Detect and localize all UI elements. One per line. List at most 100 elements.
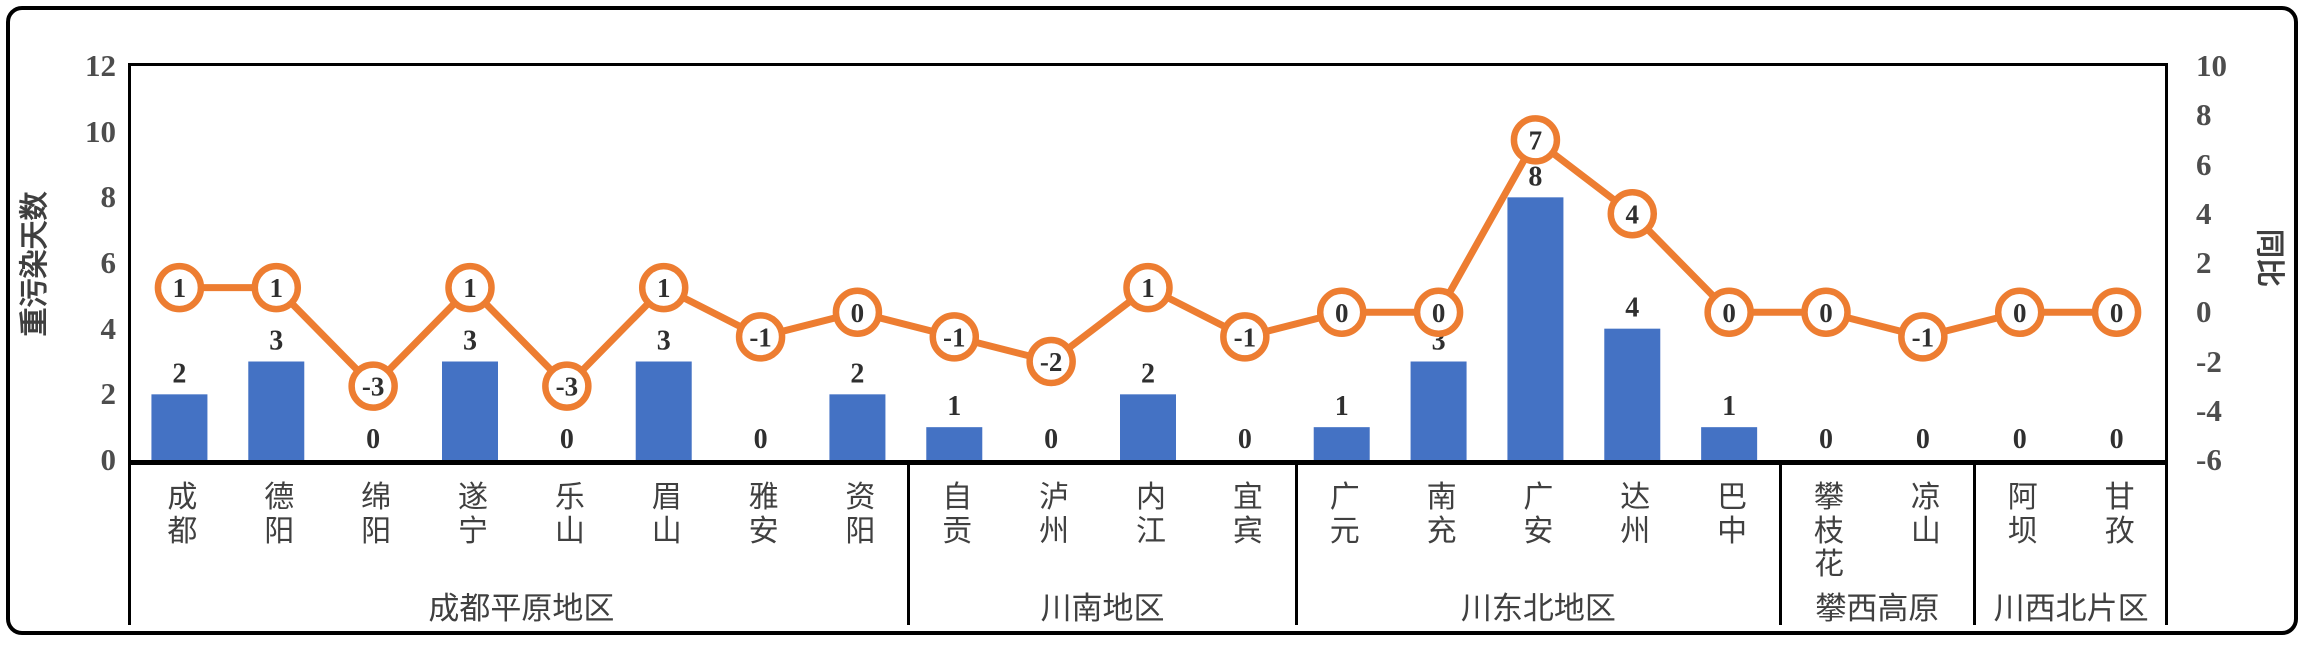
x-tick-label: 遂 宁 [458,481,488,548]
bar-value-label: 2 [1141,358,1155,389]
line-point-marker [2091,287,2142,337]
line-point-marker [1123,262,1173,313]
line-point-marker [445,262,495,313]
line-point-marker [1510,115,1561,165]
bar-value-label: 0 [1819,424,1833,455]
bar [829,394,886,460]
bar-value-label: 0 [1044,424,1058,455]
line-point-value-label: 0 [1819,298,1833,328]
bar-value-label: 0 [2110,424,2124,455]
x-tick-label: 攀 枝 花 [1814,481,1844,582]
x-tick-label: 广 安 [1523,481,1554,548]
line-point-value-label: 1 [1141,273,1155,303]
bar-value-label: 1 [947,391,961,422]
line-point-marker [1413,287,1464,337]
line-point-marker [348,361,398,411]
bar-value-label: 0 [2013,424,2027,455]
bar-value-label: 0 [754,424,768,455]
x-tick-label: 巴 中 [1717,481,1748,548]
x-tick-label: 乐 山 [554,481,585,548]
line-point-marker [154,262,205,313]
x-tick-label: 自 贡 [942,481,973,548]
bar [151,394,208,460]
category-axis-band: 成 都德 阳绵 阳遂 宁乐 山眉 山雅 安资 阳自 贡泸 州内 江宜 宾广 元南… [128,465,2168,626]
x-tick-label: 雅 安 [748,481,779,548]
x-tick-label: 甘 孜 [2104,481,2135,548]
region-divider [1294,465,1298,625]
line-point-value-label: 0 [2013,298,2027,328]
bar-value-label: 0 [366,424,380,455]
secondary-y-axis-tick-label: 2 [2196,245,2212,280]
bar-value-label: 3 [463,326,477,357]
line-point-value-label: 0 [2110,298,2124,328]
line-point-marker [929,312,980,362]
bar [1120,394,1176,460]
y-axis-tick-label: 8 [100,179,117,215]
secondary-y-axis-tick-label: 10 [2196,48,2227,83]
line-point-value-label: -3 [362,372,385,402]
region-group-label: 川南地区 [1040,591,1165,626]
bar [1701,427,1758,460]
secondary-y-axis-tick-label: 0 [2196,294,2212,330]
region-group-label: 成都平原地区 [428,591,615,626]
bar-value-label: 1 [1722,391,1736,422]
secondary-y-axis-tick-label: 8 [2196,97,2212,133]
x-tick-label: 达 州 [1620,481,1651,548]
bar [1410,361,1467,460]
y-axis-tick-label: 4 [100,310,117,346]
x-tick-label: 凉 山 [1910,481,1941,548]
line-point-value-label: -1 [1912,322,1935,352]
y-axis-tick-label: 12 [85,48,116,83]
line-point-marker [832,287,883,337]
line-point-value-label: -1 [749,322,772,352]
chart-outer-border [6,6,2298,635]
x-tick-label: 德 阳 [264,481,295,548]
line-point-value-label: 7 [1529,125,1543,155]
x-tick-label: 内 江 [1136,481,1166,548]
line-point-value-label: -1 [1234,322,1257,352]
line-point-marker [1704,287,1754,337]
line-point-marker [1220,312,1270,362]
line-point-value-label: 0 [1432,298,1446,328]
bar [1507,197,1564,460]
line-point-value-label: 1 [463,273,477,303]
bar-value-label: 8 [1528,161,1542,192]
bar [926,427,983,460]
line-point-value-label: -1 [943,322,966,352]
bar-value-label: 2 [172,358,186,389]
line-point-value-label: -2 [1040,347,1063,377]
bar-value-label: 3 [269,326,283,357]
line-point-marker [542,361,592,411]
bar [635,361,692,460]
bar-value-label: 0 [560,424,574,455]
region-group-label: 攀西高原 [1815,591,1940,626]
line-point-value-label: 1 [270,273,284,303]
line-point-marker [638,262,689,313]
line-point-marker [1316,287,1367,337]
secondary-y-axis-tick-label: 4 [2196,195,2212,231]
x-tick-label: 成 都 [167,481,198,548]
x-tick-label: 绵 阳 [361,481,392,548]
line-point-marker [1994,287,2045,337]
plot-area: 2 3 0 3 0 3 0 2 1 0 2 0 1 3 8 4 1 0 0 0 0 1 1 -3 1 -3 1 -1 0 -1 -2 1 -1 0… [128,63,2168,465]
region-divider [907,465,911,625]
x-tick-label: 眉 山 [651,481,682,548]
line-point-value-label: 1 [173,273,187,303]
x-tick-label: 广 元 [1329,481,1360,548]
line-point-marker [1026,336,1076,387]
line-point-value-label: 0 [1722,298,1736,328]
y-axis-tick-label: 2 [100,376,117,412]
x-tick-label: 阿 坝 [2007,481,2038,548]
secondary-y-axis-tick-label: -2 [2196,343,2222,379]
y-axis-tick-label: 10 [85,113,116,149]
secondary-y-axis-tick-label: -4 [2196,392,2222,428]
x-tick-label: 南 充 [1426,481,1457,548]
y-axis-tick-label: 0 [100,442,117,477]
region-divider [1972,465,1976,625]
line-point-marker [1898,312,1948,362]
bar [248,361,305,460]
bar-value-label: 0 [1916,424,1930,455]
line-point-value-label: -3 [556,372,579,402]
x-tick-label: 泸 州 [1039,481,1070,548]
